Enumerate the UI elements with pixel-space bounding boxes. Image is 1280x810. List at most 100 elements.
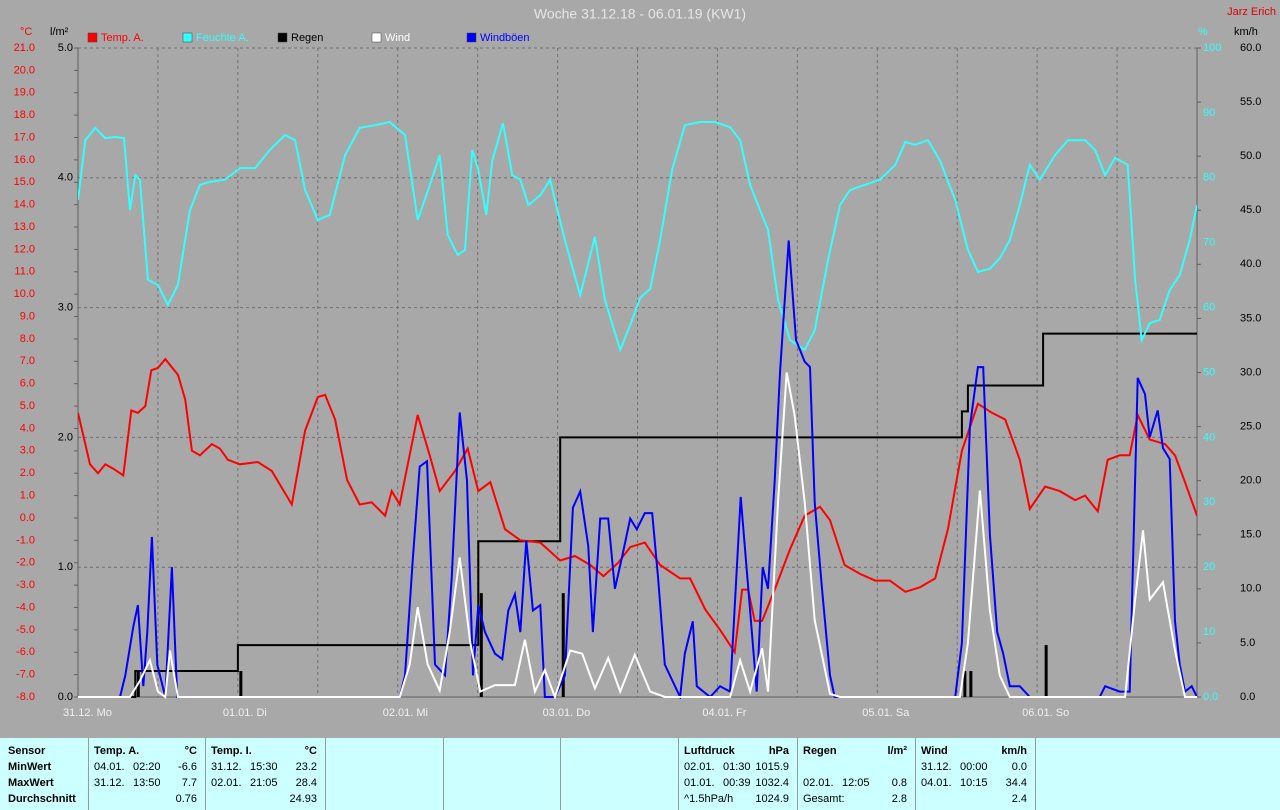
y-tick-label: 90 — [1203, 107, 1215, 119]
cell-value: 1015.9 — [755, 761, 789, 773]
y-tick-label: 3.0 — [20, 445, 35, 457]
cell-time: 21:05 — [250, 777, 278, 789]
group-unit: °C — [304, 745, 317, 757]
cell-value: 2.8 — [891, 793, 907, 805]
y-tick-label: 40.0 — [1240, 258, 1261, 270]
cell-value: 34.4 — [1005, 777, 1027, 789]
cell-value: 24.93 — [289, 793, 317, 805]
cell-date: 31.12. — [94, 777, 125, 789]
author: Jarz Erich — [1227, 6, 1276, 18]
column-separator — [560, 738, 561, 810]
cell-time: 13:50 — [133, 777, 161, 789]
legend-label: Wind — [385, 32, 410, 44]
y-tick-label: -7.0 — [16, 669, 35, 681]
axis-unit: °C — [20, 26, 32, 38]
y-tick-label: 35.0 — [1240, 312, 1261, 324]
y-tick-label: 3.0 — [58, 302, 73, 314]
y-tick-label: 19.0 — [14, 87, 35, 99]
column-separator — [1035, 738, 1036, 810]
series-line — [78, 372, 1197, 699]
y-tick-label: 6.0 — [20, 378, 35, 390]
y-tick-label: 15.0 — [14, 176, 35, 188]
cell-time: 01:30 — [723, 761, 751, 773]
y-tick-label: -8.0 — [16, 691, 35, 703]
y-tick-label: 55.0 — [1240, 96, 1261, 108]
y-tick-label: 20.0 — [1240, 475, 1261, 487]
y-tick-label: 10 — [1203, 626, 1215, 638]
cell-value: 1032.4 — [755, 777, 789, 789]
x-tick-label: 04.01. Fr — [702, 707, 746, 719]
cell-time: 10:15 — [960, 777, 988, 789]
y-tick-label: 21.0 — [14, 42, 35, 54]
cell-value: 23.2 — [295, 761, 317, 773]
group-name: Temp. A. — [94, 745, 140, 757]
axis-unit: km/h — [1234, 26, 1258, 38]
y-tick-label: -3.0 — [16, 579, 35, 591]
x-tick-label: 31.12. Mo — [63, 707, 112, 719]
y-tick-label: 5.0 — [1240, 637, 1255, 649]
cell-date: Gesamt: — [803, 793, 845, 805]
group-unit: km/h — [1001, 745, 1027, 757]
y-tick-label: 0.0 — [1240, 691, 1255, 703]
group-unit: °C — [184, 745, 197, 757]
legend-label: Feuchte A. — [196, 32, 249, 44]
chart: Woche 31.12.18 - 06.01.19 (KW1) Jarz Eri… — [13, 5, 1276, 719]
legend-swatch — [182, 32, 193, 43]
y-tick-label: 25.0 — [1240, 420, 1261, 432]
y-tick-label: 18.0 — [14, 109, 35, 121]
legend-label: Windböen — [480, 32, 530, 44]
y-tick-label: 50 — [1203, 366, 1215, 378]
y-tick-label: 60 — [1203, 302, 1215, 314]
cell-time: 00:00 — [960, 761, 988, 773]
column-separator — [325, 738, 326, 810]
y-tick-label: -6.0 — [16, 646, 35, 658]
y-tick-label: 45.0 — [1240, 204, 1261, 216]
column-separator — [915, 738, 916, 810]
legend-label: Regen — [291, 32, 323, 44]
y-tick-label: 13.0 — [14, 221, 35, 233]
y-tick-label: -5.0 — [16, 624, 35, 636]
column-separator — [678, 738, 679, 810]
cell-date: 31.12. — [211, 761, 242, 773]
legend-swatch — [371, 32, 382, 43]
legend-swatch — [277, 32, 288, 43]
chart-title: Woche 31.12.18 - 06.01.19 (KW1) — [534, 6, 746, 22]
y-tick-label: 10.0 — [1240, 583, 1261, 595]
legend-swatch — [87, 32, 98, 43]
x-tick-label: 01.01. Di — [223, 707, 267, 719]
cell-time: 12:05 — [842, 777, 870, 789]
axis-unit: l/m² — [50, 26, 69, 38]
y-tick-label: 2.0 — [58, 431, 73, 443]
column-separator — [797, 738, 798, 810]
x-tick-label: 05.01. Sa — [862, 707, 910, 719]
y-tick-label: 0.0 — [58, 691, 73, 703]
y-tick-label: 5.0 — [58, 42, 73, 54]
cell-date: 02.01. — [803, 777, 834, 789]
y-tick-label: 2.0 — [20, 467, 35, 479]
cell-date: 02.01. — [211, 777, 242, 789]
cell-date: ^1.5hPa/h — [684, 793, 734, 805]
y-tick-label: 15.0 — [1240, 529, 1261, 541]
group-name: Regen — [803, 745, 837, 757]
y-tick-label: 12.0 — [14, 243, 35, 255]
row-label: MinWert — [8, 761, 52, 773]
y-tick-label: 14.0 — [14, 199, 35, 211]
cell-value: 0.0 — [1011, 761, 1027, 773]
group-name: Luftdruck — [684, 745, 735, 757]
y-tick-label: 1.0 — [20, 489, 35, 501]
cell-value: 7.7 — [181, 777, 197, 789]
cell-date: 02.01. — [684, 761, 715, 773]
row-label: Durchschnitt — [8, 793, 76, 805]
cell-value: 2.4 — [1011, 793, 1027, 805]
x-tick-label: 02.01. Mi — [383, 707, 428, 719]
cell-date: 04.01. — [921, 777, 952, 789]
group-name: Wind — [921, 745, 948, 757]
y-tick-label: 10.0 — [14, 288, 35, 300]
cell-time: 02:20 — [133, 761, 161, 773]
y-tick-label: -4.0 — [16, 601, 35, 613]
y-tick-label: 1.0 — [58, 561, 73, 573]
column-separator — [205, 738, 206, 810]
cell-date: 04.01. — [94, 761, 125, 773]
group-unit: l/m² — [887, 745, 907, 757]
cell-time: 15:30 — [250, 761, 278, 773]
